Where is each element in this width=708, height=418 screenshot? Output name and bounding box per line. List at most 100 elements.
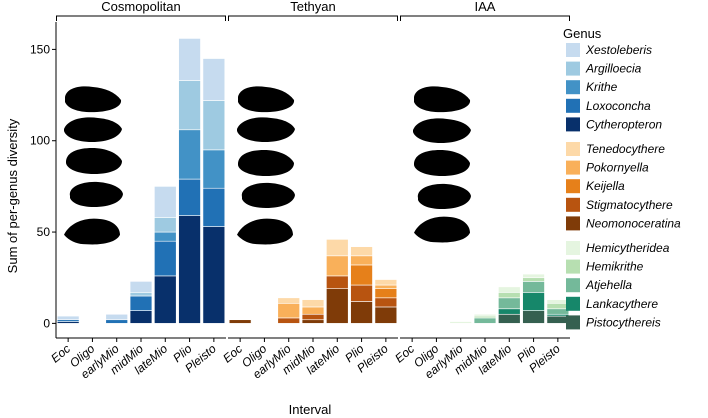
bar-iaa-plio-pistocythereis — [522, 310, 545, 324]
bar-iaa-pleisto-hemikrithe — [546, 302, 570, 310]
legend-label-loxoconcha: Loxoconcha — [586, 99, 651, 113]
bar-tethyan-plio-keijella — [350, 264, 373, 286]
bar-iaa-plio-hemicytheridea — [522, 273, 545, 279]
bar-tethyan-plio-pokornyella — [350, 255, 373, 266]
legend-swatch-keijella — [566, 179, 580, 194]
bar-cosmopolitan-pleisto-cytheropteron — [202, 226, 226, 324]
bar-cosmopolitan-midmio-cytheropteron — [129, 310, 153, 324]
bar-cosmopolitan-earlymio-xestoleberis — [105, 313, 128, 321]
ostracod-silhouette-icon — [238, 150, 294, 176]
bar-iaa-plio-lankacythere — [522, 292, 545, 311]
bar-iaa-pleisto-hemicytheridea — [546, 299, 570, 304]
legend-swatch-lankacythere — [566, 296, 580, 311]
silhouette-layer — [64, 86, 471, 245]
ostracod-silhouette-icon — [69, 181, 123, 207]
ostracod-silhouette-icon — [241, 182, 295, 208]
legend-swatch-hemicytheridea — [566, 241, 580, 255]
y-tick-label-50: 50 — [37, 225, 51, 239]
legend-swatch-cytheropteron — [566, 117, 580, 132]
bar-iaa-latemio-hemicytheridea — [498, 286, 521, 293]
legend-swatch-pokornyella — [566, 160, 580, 175]
bar-tethyan-pleisto-keijella — [374, 288, 398, 299]
ostracod-silhouette-icon — [414, 216, 470, 243]
legend-label-cytheropteron: Cytheropteron — [586, 117, 662, 131]
bar-cosmopolitan-midmio-xestoleberis — [129, 281, 153, 293]
bar-cosmopolitan-eoc-xestoleberis — [56, 315, 80, 321]
bar-iaa-midmio-atjehella — [473, 317, 497, 324]
legend-label-pokornyella: Pokornyella — [586, 161, 649, 175]
ostracod-silhouette-icon — [413, 118, 471, 143]
ostracod-silhouette-icon — [238, 86, 295, 113]
bar-tethyan-pleisto-stigmatocythere — [374, 297, 398, 308]
bar-tethyan-earlymio-tenedocythere — [277, 297, 300, 304]
bar-iaa-pleisto-pistocythereis — [546, 315, 570, 324]
bar-tethyan-pleisto-pokornyella — [374, 284, 398, 289]
legend-label-stigmatocythere: Stigmatocythere — [586, 198, 673, 212]
bar-cosmopolitan-midmio-argilloecia — [129, 292, 153, 297]
bar-tethyan-plio-stigmatocythere — [350, 284, 373, 302]
legend-group-3: Hemicytheridea Hemikrithe Atjehella Lankacy… — [566, 241, 670, 330]
bar-cosmopolitan-pleisto-krithe — [202, 149, 226, 189]
legend-label-tenedocythere: Tenedocythere — [586, 142, 665, 156]
y-tick-label-100: 100 — [30, 134, 50, 148]
bar-tethyan-pleisto-tenedocythere — [374, 279, 398, 286]
bar-cosmopolitan-plio-cytheropteron — [178, 215, 201, 324]
legend-swatch-stigmatocythere — [566, 197, 580, 212]
bar-tethyan-latemio-neomonoceratina — [326, 288, 349, 324]
legend-swatch-hemikrithe — [566, 259, 580, 274]
bar-iaa-midmio-hemicytheridea — [473, 313, 497, 317]
legend: Genus Xestoleberis Argilloecia Krithe Loxoc… — [563, 26, 681, 330]
legend-label-hemicytheridea: Hemicytheridea — [586, 241, 670, 255]
bar-cosmopolitan-pleisto-loxoconcha — [202, 187, 226, 227]
legend-group-1: Xestoleberis Argilloecia Krithe Loxoconcha C… — [566, 43, 662, 132]
legend-title: Genus — [563, 26, 602, 41]
bar-iaa-latemio-atjehella — [498, 297, 521, 310]
legend-label-atjehella: Atjehella — [585, 278, 632, 292]
bar-cosmopolitan-pleisto-xestoleberis — [202, 58, 226, 101]
legend-group-2: Tenedocythere Pokornyella Keijella Stigmato… — [566, 142, 681, 231]
bar-cosmopolitan-latemio-loxoconcha — [154, 240, 177, 277]
bar-cosmopolitan-plio-argilloecia — [178, 80, 201, 131]
legend-swatch-neomonoceratina — [566, 216, 580, 231]
bar-cosmopolitan-latemio-krithe — [154, 231, 177, 242]
bar-iaa-plio-hemikrithe — [522, 277, 545, 282]
facet-label-iaa: IAA — [475, 0, 496, 14]
bar-tethyan-latemio-tenedocythere — [326, 239, 349, 257]
legend-label-keijella: Keijella — [586, 179, 625, 193]
bar-iaa-earlymio-hemicytheridea — [449, 321, 472, 324]
bar-tethyan-eoc-neomonoceratina — [228, 319, 252, 324]
axes-layer: Sum of per-genus diversity Interval 0 50 1… — [5, 22, 331, 417]
bar-tethyan-plio-neomonoceratina — [350, 301, 373, 324]
legend-swatch-xestoleberis — [566, 43, 580, 57]
legend-label-pistocythereis: Pistocythereis — [586, 315, 661, 329]
ostracod-silhouette-icon — [414, 150, 470, 176]
y-tick-label-150: 150 — [30, 42, 50, 56]
panels-layer: CosmopolitanEocOligoearlyMiomidMiolateMi… — [48, 0, 570, 381]
bar-tethyan-latemio-stigmatocythere — [326, 275, 349, 289]
bar-tethyan-latemio-pokornyella — [326, 255, 349, 277]
bar-cosmopolitan-latemio-argilloecia — [154, 217, 177, 233]
legend-label-xestoleberis: Xestoleberis — [585, 43, 652, 57]
ostracod-silhouette-icon — [64, 218, 120, 245]
bar-tethyan-midmio-pokornyella — [301, 306, 325, 315]
bar-iaa-plio-atjehella — [522, 281, 545, 293]
legend-label-lankacythere: Lankacythere — [586, 297, 658, 311]
bar-cosmopolitan-latemio-xestoleberis — [154, 186, 177, 218]
bar-iaa-latemio-hemikrithe — [498, 292, 521, 299]
bar-cosmopolitan-midmio-loxoconcha — [129, 295, 153, 311]
bar-tethyan-plio-tenedocythere — [350, 246, 373, 257]
ostracod-silhouette-icon — [65, 86, 122, 113]
bar-cosmopolitan-latemio-cytheropteron — [154, 275, 177, 324]
bar-iaa-latemio-lankacythere — [498, 308, 521, 315]
bar-cosmopolitan-plio-krithe — [178, 129, 201, 180]
ostracod-silhouette-icon — [417, 183, 471, 209]
legend-swatch-atjehella — [566, 278, 580, 293]
bar-cosmopolitan-earlymio-loxoconcha — [105, 319, 128, 324]
bar-cosmopolitan-plio-xestoleberis — [178, 38, 201, 81]
bar-tethyan-midmio-stigmatocythere — [301, 313, 325, 321]
bar-tethyan-pleisto-neomonoceratina — [374, 306, 398, 324]
facet-label-cosmopolitan: Cosmopolitan — [101, 0, 181, 14]
legend-swatch-argilloecia — [566, 61, 580, 76]
